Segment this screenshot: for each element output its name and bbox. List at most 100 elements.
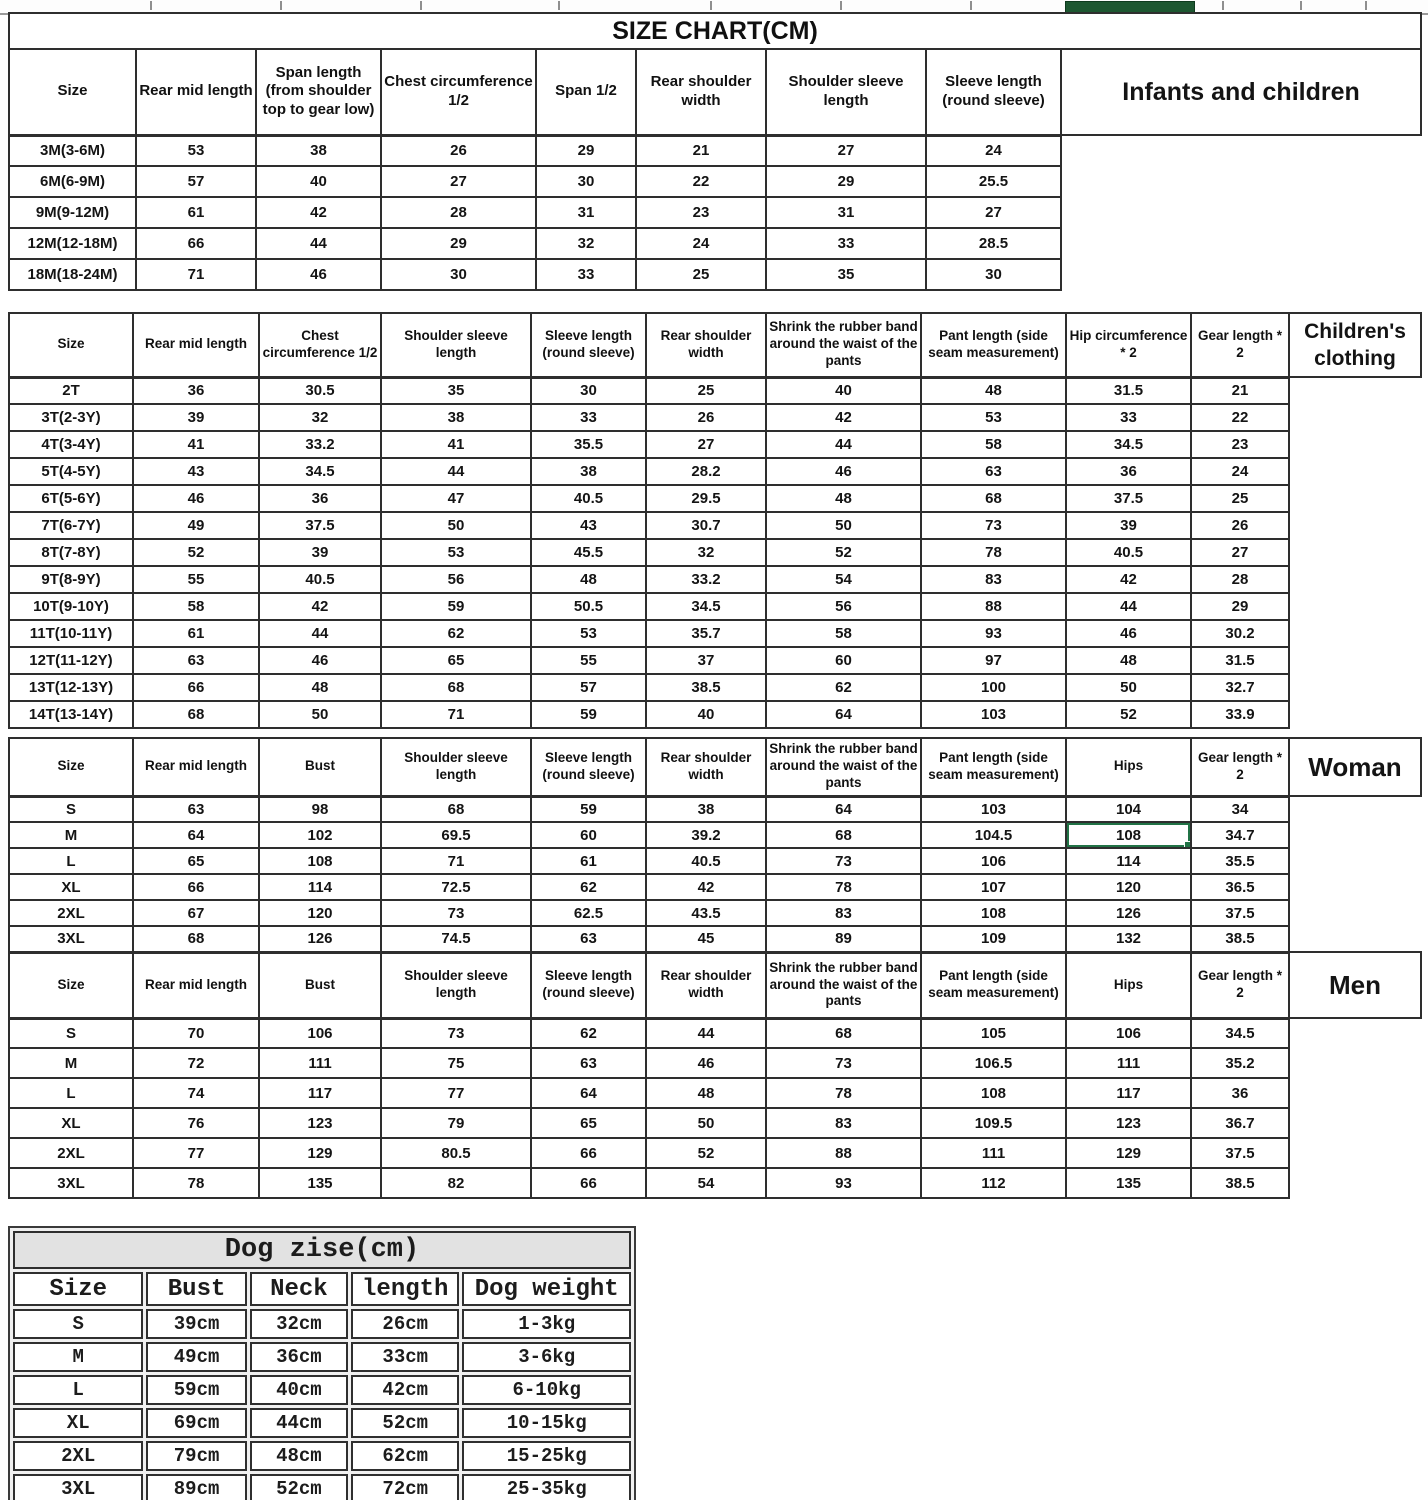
value-cell: 106 — [258, 1017, 382, 1049]
value-cell: 59 — [530, 700, 647, 729]
size-cell: 9T(8-9Y) — [8, 565, 134, 594]
gridline-tick — [420, 1, 422, 10]
size-cell: 3M(3-6M) — [8, 134, 137, 167]
size-cell: 14T(13-14Y) — [8, 700, 134, 729]
value-cell: 26 — [1190, 511, 1290, 540]
value-cell: 69cm — [146, 1408, 247, 1438]
value-cell: 38.5 — [645, 673, 767, 702]
value-cell: 61 — [530, 847, 647, 875]
value-cell: 42 — [645, 873, 767, 901]
column-header: Gear length * 2 — [1190, 312, 1290, 379]
value-cell: 33 — [1065, 403, 1192, 432]
size-cell: S — [8, 795, 134, 823]
value-cell: 98 — [258, 795, 382, 823]
value-cell: 57 — [530, 673, 647, 702]
value-cell: 25.5 — [925, 165, 1062, 198]
men-section-label: Men — [1288, 951, 1422, 1019]
value-cell: 78 — [765, 873, 922, 901]
table-row: 6M(6-9M) 57 40 27 30 22 29 25.5 — [8, 165, 1421, 198]
value-cell: 108 — [920, 899, 1067, 927]
value-cell: 103 — [920, 795, 1067, 823]
value-cell: 48 — [765, 484, 922, 513]
value-cell: 64 — [765, 700, 922, 729]
men-rows: S 70 106 73 62 44 68 105 106 34.5 M 72 111 75 63 46 73 10… — [8, 1017, 1421, 1199]
value-cell: 36 — [1190, 1077, 1290, 1109]
column-header: Pant length (side seam measurement) — [920, 737, 1067, 798]
infants-section-label: Infants and children — [1059, 48, 1423, 136]
value-cell: 54 — [645, 1167, 767, 1199]
value-cell: 35.5 — [530, 430, 647, 459]
value-cell: 25-35kg — [462, 1474, 631, 1500]
value-cell: 54 — [765, 565, 922, 594]
value-cell: 48 — [645, 1077, 767, 1109]
table-row: 3M(3-6M) 53 38 26 29 21 27 24 — [8, 134, 1421, 167]
table-row: M 64 102 69.5 60 39.2 68 104.5 108 34.7 — [8, 821, 1421, 849]
value-cell: 39cm — [146, 1309, 247, 1339]
value-cell: 35.2 — [1190, 1047, 1290, 1079]
value-cell: 111 — [1065, 1047, 1192, 1079]
column-header: Rear shoulder width — [645, 312, 767, 379]
value-cell: 40 — [765, 376, 922, 405]
table-row: 2XL 79cm 48cm 62cm 15-25kg — [13, 1441, 631, 1471]
value-cell: 34.5 — [645, 592, 767, 621]
value-cell: 38 — [380, 403, 532, 432]
value-cell: 37.5 — [1190, 899, 1290, 927]
value-cell: 123 — [258, 1107, 382, 1139]
value-cell: 73 — [920, 511, 1067, 540]
column-header: Size — [13, 1272, 144, 1306]
size-cell: L — [13, 1375, 144, 1405]
value-cell: 1-3kg — [462, 1309, 631, 1339]
value-cell: 31.5 — [1190, 646, 1290, 675]
value-cell: 36 — [1065, 457, 1192, 486]
value-cell: 45 — [645, 925, 767, 953]
size-cell: L — [8, 847, 134, 875]
dog-table-title: Dog zise(cm) — [13, 1231, 631, 1269]
column-header: Bust — [146, 1272, 247, 1306]
value-cell: 40 — [255, 165, 382, 198]
value-cell: 46 — [1065, 619, 1192, 648]
value-cell: 129 — [1065, 1137, 1192, 1169]
size-cell: 6T(5-6Y) — [8, 484, 134, 513]
table-row: S 70 106 73 62 44 68 105 106 34.5 — [8, 1017, 1421, 1049]
value-cell: 37 — [645, 646, 767, 675]
column-header: Rear shoulder width — [645, 950, 767, 1020]
size-cell: 4T(3-4Y) — [8, 430, 134, 459]
column-header: Sleeve length (round sleeve) — [530, 737, 647, 798]
column-header: Rear shoulder width — [645, 737, 767, 798]
value-cell: 67 — [132, 899, 260, 927]
value-cell: 44 — [255, 227, 382, 260]
table-row: 6T(5-6Y) 46 36 47 40.5 29.5 48 68 37.5 25 — [8, 484, 1421, 513]
column-header: Rear shoulder width — [635, 48, 767, 137]
value-cell: 58 — [920, 430, 1067, 459]
value-cell: 66 — [132, 873, 260, 901]
value-cell: 52 — [645, 1137, 767, 1169]
value-cell: 31 — [765, 196, 927, 229]
value-cell: 68 — [380, 795, 532, 823]
value-cell: 61 — [135, 196, 257, 229]
value-cell: 27 — [925, 196, 1062, 229]
value-cell: 83 — [765, 899, 922, 927]
size-cell: 13T(12-13Y) — [8, 673, 134, 702]
value-cell: 44 — [380, 457, 532, 486]
table-row: 2XL 77 129 80.5 66 52 88 111 129 37.5 — [8, 1137, 1421, 1169]
value-cell: 49cm — [146, 1342, 247, 1372]
value-cell: 68 — [132, 925, 260, 953]
table-row: XL 69cm 44cm 52cm 10-15kg — [13, 1408, 631, 1438]
size-cell: 7T(6-7Y) — [8, 511, 134, 540]
value-cell: 135 — [1065, 1167, 1192, 1199]
value-cell: 38 — [645, 795, 767, 823]
gridline-tick — [970, 1, 972, 10]
value-cell: 109 — [920, 925, 1067, 953]
value-cell: 44 — [258, 619, 382, 648]
value-cell: 30.5 — [258, 376, 382, 405]
size-cell: 6M(6-9M) — [8, 165, 137, 198]
value-cell: 64 — [132, 821, 260, 849]
table-row: M 49cm 36cm 33cm 3-6kg — [13, 1342, 631, 1372]
value-cell: 77 — [132, 1137, 260, 1169]
value-cell: 44cm — [249, 1408, 349, 1438]
value-cell: 120 — [1065, 873, 1192, 901]
value-cell: 46 — [255, 258, 382, 291]
table-row: 2XL 67 120 73 62.5 43.5 83 108 126 37.5 — [8, 899, 1421, 927]
value-cell: 76 — [132, 1107, 260, 1139]
size-cell: L — [8, 1077, 134, 1109]
